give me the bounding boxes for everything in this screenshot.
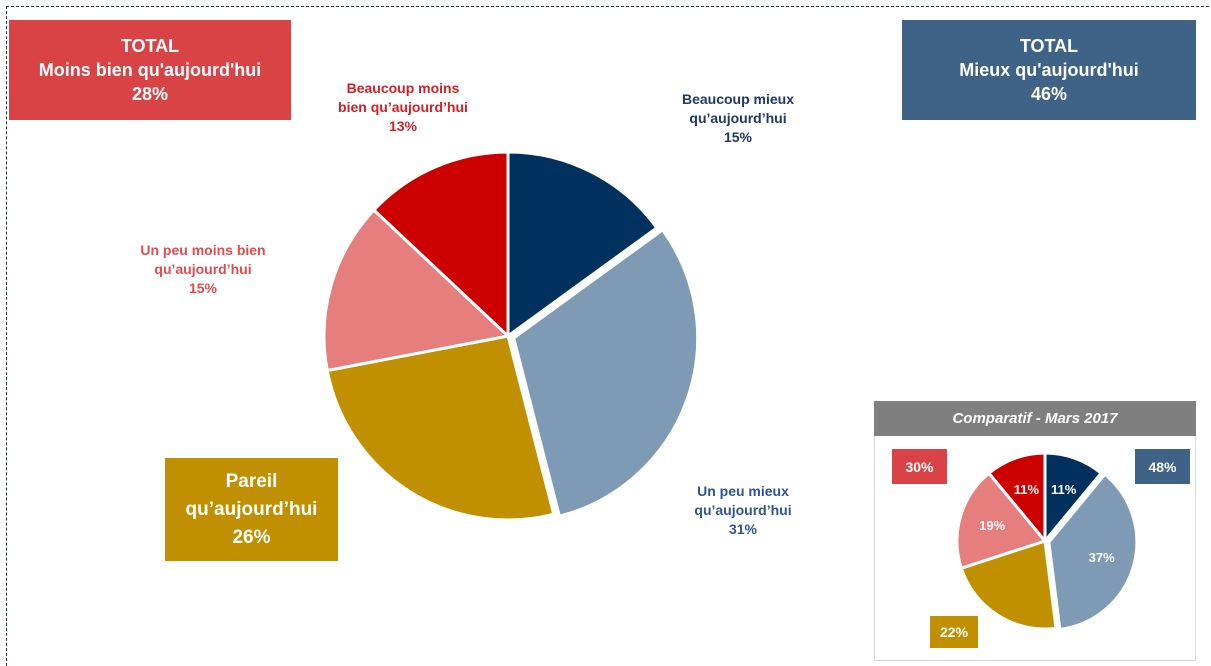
total-plus-title: TOTAL <box>1019 36 1079 56</box>
mini-slice-un-peu-moins <box>955 471 1048 571</box>
main-slice-un-peu-moins <box>322 207 512 373</box>
label-beaucoup-moins-value: 13% <box>388 118 418 134</box>
total-plus-label: Mieux qu'aujourd'hui <box>959 60 1139 80</box>
label-un-peu-moins-line2: qu’aujourd’hui <box>154 261 252 277</box>
label-beaucoup-moins-line2: bien qu’aujourd’hui <box>338 99 468 115</box>
comparison-pie-chart: 11% 37% 19% 11% <box>955 451 1139 632</box>
pareil-line1: Pareil <box>225 470 278 492</box>
comparison-total-minus-badge: 30% <box>892 449 947 484</box>
label-un-peu-moins-value: 15% <box>188 280 218 296</box>
label-un-peu-moins: Un peu moins bien qu’aujourd’hui 15% <box>118 241 288 298</box>
label-un-peu-moins-line1: Un peu moins bien <box>140 242 266 258</box>
pareil-value: 26% <box>232 526 271 548</box>
label-un-peu-mieux: Un peu mieux qu’aujourd’hui 31% <box>658 482 828 539</box>
label-beaucoup-mieux-line1: Beaucoup mieux <box>681 91 795 107</box>
comparison-title: Comparatif - Mars 2017 <box>874 401 1196 436</box>
pareil-box: Pareil qu’aujourd’hui 26% <box>165 458 338 561</box>
label-un-peu-mieux-value: 31% <box>728 521 758 537</box>
mini-slice-pareil <box>959 539 1058 631</box>
label-beaucoup-moins: Beaucoup moins bien qu’aujourd’hui 13% <box>318 79 488 136</box>
comparison-total-plus-badge: 48% <box>1135 449 1190 484</box>
main-slice-beaucoup-moins <box>371 150 510 340</box>
label-beaucoup-mieux-line2: qu’aujourd’hui <box>689 110 787 126</box>
main-slice-beaucoup-mieux <box>506 150 659 339</box>
total-minus-box: TOTAL Moins bien qu'aujourd'hui 28% <box>9 20 291 120</box>
main-pie-chart <box>322 150 700 522</box>
mini-data-label-un-peu-mieux: 37% <box>1089 550 1115 565</box>
label-beaucoup-moins-line1: Beaucoup moins <box>346 80 460 96</box>
label-un-peu-mieux-line1: Un peu mieux <box>697 483 789 499</box>
main-slice-un-peu-mieux <box>511 227 700 519</box>
pareil-line2: qu’aujourd’hui <box>185 498 318 520</box>
mini-data-label-beaucoup-moins: 11% <box>1014 482 1040 497</box>
mini-data-label-beaucoup-mieux: 11% <box>1051 482 1077 497</box>
label-beaucoup-mieux-value: 15% <box>723 129 753 145</box>
mini-slice-beaucoup-moins <box>986 451 1047 546</box>
total-minus-value: 28% <box>131 84 169 104</box>
main-slice-pareil <box>325 334 556 522</box>
total-minus-label: Moins bien qu'aujourd'hui <box>38 60 262 80</box>
total-plus-box: TOTAL Mieux qu'aujourd'hui 46% <box>902 20 1196 120</box>
dashed-frame <box>6 6 1209 666</box>
label-beaucoup-mieux: Beaucoup mieux qu’aujourd’hui 15% <box>648 90 828 147</box>
mini-data-label-un-peu-moins: 19% <box>979 518 1005 533</box>
label-un-peu-mieux-line2: qu’aujourd’hui <box>694 502 792 518</box>
comparison-pareil-badge: 22% <box>930 616 978 648</box>
total-minus-title: TOTAL <box>120 36 180 56</box>
mini-slice-un-peu-mieux <box>1047 472 1139 632</box>
total-plus-value: 46% <box>1030 84 1068 104</box>
